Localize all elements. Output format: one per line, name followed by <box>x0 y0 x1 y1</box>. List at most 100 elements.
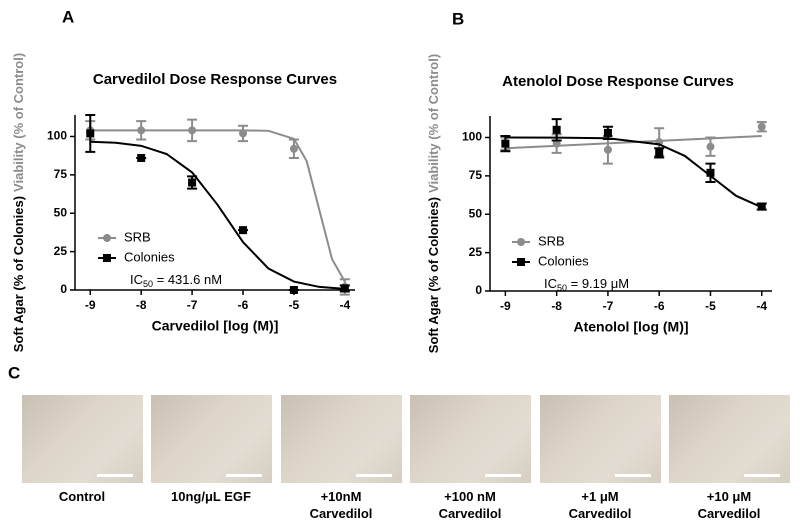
caption-line: +10nM <box>320 489 362 504</box>
micrograph <box>669 395 790 483</box>
y-axis-label-part: Viability (% of Control) <box>426 54 441 193</box>
annotation-sub: 50 <box>557 283 567 293</box>
caption-line: Carvedilol <box>697 506 761 521</box>
micrograph <box>410 395 531 483</box>
y-tick-label: 75 <box>469 168 483 182</box>
x-tick-label: -9 <box>500 299 511 313</box>
legend-label: SRB <box>538 233 565 248</box>
panel-label: A <box>62 7 74 26</box>
panel-label: C <box>8 363 20 382</box>
x-tick-label: -5 <box>705 299 716 313</box>
fit-curve <box>90 129 346 283</box>
x-tick-label: -8 <box>551 299 562 313</box>
point <box>501 139 510 148</box>
caption-line: Carvedilol <box>438 506 502 521</box>
micrograph <box>281 395 402 483</box>
point <box>289 144 298 153</box>
y-tick-label: 75 <box>54 167 68 181</box>
x-tick-label: -5 <box>289 298 300 312</box>
annotation-part: IC <box>544 276 557 291</box>
y-axis-label-part: Soft Agar (% of Colonies) <box>426 197 441 353</box>
y-axis-label: Soft Agar (% of Colonies) Viability (% of… <box>426 54 441 353</box>
point <box>655 148 664 157</box>
x-tick-label: -9 <box>85 298 96 312</box>
image-caption: +10nM Carvedilol <box>271 488 411 522</box>
scale-bar <box>97 474 133 477</box>
annotation-part: IC <box>130 272 143 287</box>
y-axis-label-part: Soft Agar (% of Colonies) <box>11 196 26 352</box>
point <box>603 128 612 137</box>
point <box>239 226 247 235</box>
annotation-part: = 431.6 nM <box>153 272 222 287</box>
y-axis-label-part: Viability (% of Control) <box>11 53 26 192</box>
caption-line: 10ng/μL EGF <box>171 489 251 504</box>
caption-line: Carvedilol <box>568 506 632 521</box>
point <box>137 153 146 162</box>
y-tick-label: 50 <box>54 205 68 219</box>
y-tick-label: 50 <box>469 206 483 220</box>
x-axis-label: Carvedilol [log (M)] <box>152 318 279 334</box>
fit-curve <box>505 136 763 209</box>
x-tick-label: -4 <box>339 298 350 312</box>
legend-marker <box>103 254 111 262</box>
point <box>706 142 715 151</box>
fit-curve <box>90 140 345 290</box>
x-tick-label: -4 <box>756 299 767 313</box>
panel-label: B <box>452 9 464 28</box>
y-tick-label: 100 <box>47 129 67 143</box>
point <box>552 139 561 148</box>
y-tick-label: 100 <box>462 130 482 144</box>
point <box>603 145 612 154</box>
legend-label: Colonies <box>538 253 589 268</box>
point <box>188 178 197 187</box>
x-tick-label: -6 <box>654 299 665 313</box>
point <box>706 168 715 177</box>
annotation: IC50 = 431.6 nM <box>130 272 222 289</box>
scale-bar <box>226 474 262 477</box>
scale-bar <box>485 474 521 477</box>
x-tick-label: -7 <box>603 299 614 313</box>
point <box>552 125 561 134</box>
point <box>239 129 247 138</box>
point <box>188 126 197 135</box>
annotation-part: = 9.19 μM <box>567 276 629 291</box>
caption-line: Carvedilol <box>309 506 373 521</box>
point <box>757 122 766 131</box>
point <box>137 126 146 135</box>
caption-line: +1 μM <box>581 489 619 504</box>
figure: A B C Carvedilol Dose Response Curves 0 25… <box>8 7 772 382</box>
legend-label: Colonies <box>124 249 175 264</box>
y-tick-label: 25 <box>54 244 68 258</box>
caption-line: +100 nM <box>444 489 496 504</box>
x-tick-label: -8 <box>136 298 147 312</box>
legend-marker <box>103 234 111 242</box>
image-caption: 10ng/μL EGF <box>141 488 281 505</box>
y-tick-label: 0 <box>60 282 67 296</box>
point <box>757 202 766 211</box>
image-caption: +10 μM Carvedilol <box>659 488 799 522</box>
scale-bar <box>744 474 780 477</box>
x-tick-label: -6 <box>238 298 249 312</box>
legend-label: SRB <box>124 229 151 244</box>
x-tick-label: -7 <box>187 298 198 312</box>
x-axis-label: Atenolol [log (M)] <box>573 319 688 335</box>
scale-bar <box>356 474 392 477</box>
caption-line: Control <box>58 489 106 504</box>
chart-title: Carvedilol Dose Response Curves <box>93 71 337 88</box>
image-caption: +100 nM Carvedilol <box>400 488 540 522</box>
y-tick-label: 25 <box>469 245 483 259</box>
legend-marker <box>517 238 525 246</box>
point <box>86 129 95 138</box>
image-caption: Control <box>12 488 152 505</box>
annotation-sub: 50 <box>143 279 153 289</box>
y-tick-label: 0 <box>475 283 482 297</box>
point <box>340 284 349 293</box>
y-axis-label: Soft Agar (% of Colonies) Viability (% of… <box>11 53 26 352</box>
micrograph <box>22 395 143 483</box>
legend-marker <box>517 258 525 266</box>
point <box>289 286 298 294</box>
caption-line: +10 μM <box>706 489 752 504</box>
scale-bar <box>615 474 651 477</box>
image-caption: +1 μM Carvedilol <box>530 488 670 522</box>
